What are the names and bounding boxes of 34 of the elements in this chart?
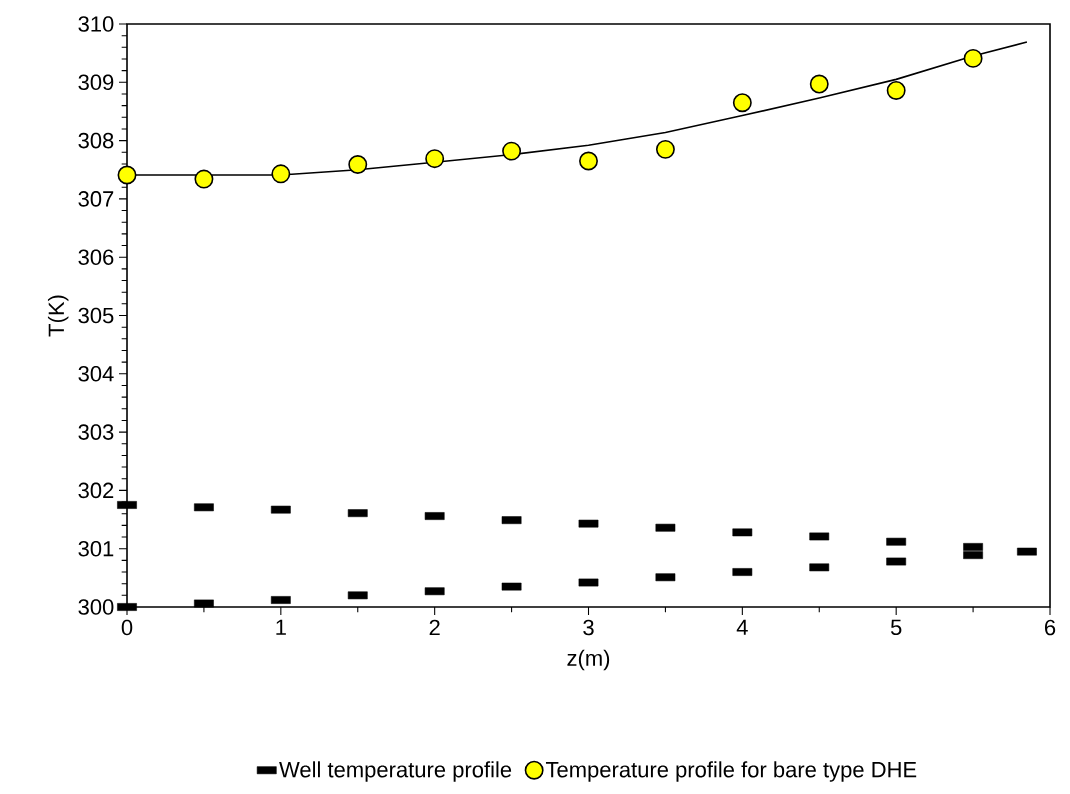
y-tick-label: 308: [78, 132, 114, 149]
x-tick-label: 6: [1045, 619, 1056, 636]
point: [425, 149, 445, 169]
y-tick-label: 306: [78, 249, 114, 265]
point: [886, 80, 906, 100]
y-tick-label: 310: [78, 16, 114, 32]
point: [809, 74, 829, 94]
point: [502, 141, 522, 161]
y-tick-label: 302: [78, 482, 114, 499]
y-tick-label: 307: [78, 191, 114, 207]
y-tick-label: 303: [78, 424, 114, 440]
point: [732, 93, 752, 113]
y-tick-label: 301: [78, 540, 114, 557]
x-tick-label: 3: [583, 619, 594, 636]
x-axis-title: z(m): [567, 649, 610, 671]
point: [194, 169, 214, 189]
x-tick-label: 1: [276, 619, 286, 635]
x-tick-label: 2: [429, 619, 440, 636]
point: [655, 139, 675, 159]
x-tick-label: 0: [121, 619, 133, 636]
y-axis-title: T(K): [47, 295, 69, 337]
x-tick-label: 5: [890, 619, 902, 636]
y-tick-label: 305: [78, 307, 114, 324]
x-tick-label: 4: [736, 619, 748, 635]
point: [348, 155, 368, 174]
y-tick-label: 309: [78, 74, 114, 91]
y-tick-label: 300: [78, 599, 114, 615]
point: [117, 165, 137, 185]
y-tick-label: 304: [78, 366, 114, 382]
point: [579, 151, 598, 171]
legend-label: Temperature profile for bare type DHE: [545, 761, 917, 782]
point: [963, 48, 983, 68]
legend-label: Well temperature profile: [279, 761, 512, 782]
point: [271, 164, 291, 184]
